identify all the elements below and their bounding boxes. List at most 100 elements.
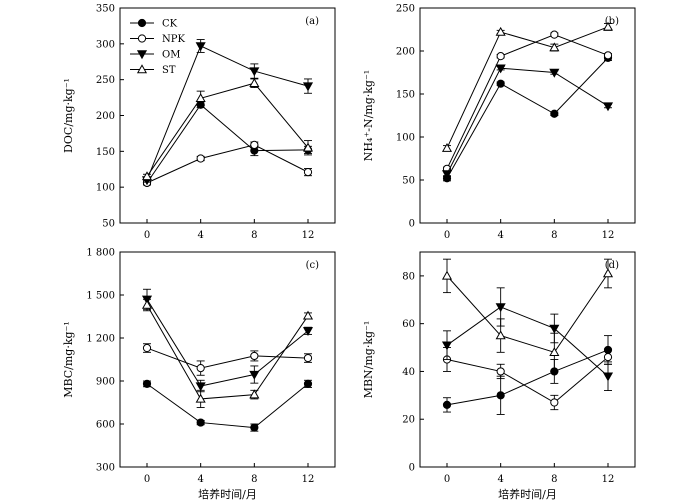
data-point (441, 142, 453, 152)
data-point (602, 102, 614, 112)
data-point (549, 347, 560, 357)
legend-marker (137, 18, 147, 28)
chart-panel-4: 0 20 40 60 80 0 4 8 12 MBN/mg·kg⁻¹ 培养时间/月 (d) (362, 251, 636, 500)
data-point (496, 391, 505, 400)
data-point (142, 379, 152, 388)
data-point (303, 379, 313, 388)
series-line (446, 57, 609, 179)
data-point (195, 393, 206, 403)
series-npk (442, 30, 613, 173)
plot-frame (419, 7, 636, 224)
y-tick-label: 40 (402, 367, 415, 378)
y-tick-label: 300 (96, 39, 115, 50)
y-tick-label: 250 (96, 75, 115, 86)
series-line (446, 26, 609, 149)
data-point (496, 52, 505, 61)
y-tick-label: 60 (402, 319, 415, 330)
series-line (446, 67, 609, 175)
y-tick-label: 200 (396, 47, 415, 58)
data-point (603, 353, 613, 362)
data-point (496, 367, 505, 376)
panel-label: (b) (605, 16, 619, 27)
data-point (495, 330, 506, 340)
series-st (441, 21, 614, 152)
x-tick-label: 8 (551, 230, 557, 241)
data-point (549, 68, 560, 78)
series-line (146, 304, 309, 400)
legend-marker (137, 34, 147, 43)
y-tick-label: 80 (402, 271, 415, 282)
x-axis-label: 培养时间/月 (198, 487, 257, 500)
series-line (146, 347, 309, 369)
x-tick-label: 12 (602, 474, 615, 485)
data-point (441, 170, 453, 180)
data-point (550, 30, 559, 39)
legend-label: OM (162, 50, 180, 61)
data-point (249, 370, 260, 380)
y-axis-label: NH₄⁺-N/mg·kg⁻¹ (362, 70, 375, 161)
data-point (302, 310, 314, 320)
x-tick-label: 4 (197, 230, 203, 241)
data-point (195, 93, 206, 102)
data-point (302, 327, 314, 337)
data-point (196, 418, 205, 427)
series-line (146, 383, 309, 429)
y-tick-label: 1 200 (86, 334, 115, 345)
series-line (146, 45, 309, 181)
data-point (549, 324, 560, 334)
data-point (603, 51, 613, 60)
legend: CK NPK OM ST (130, 18, 185, 76)
series-npk (142, 140, 313, 187)
panel-label: (c) (306, 260, 320, 271)
x-tick-label: 0 (444, 230, 450, 241)
data-point (196, 154, 205, 163)
plot-frame (419, 251, 636, 468)
x-tick-label: 4 (497, 474, 503, 485)
series-line (446, 306, 609, 377)
x-tick-label: 4 (497, 230, 503, 241)
y-tick-label: 150 (96, 147, 115, 158)
series-ck (442, 53, 613, 183)
legend-marker (136, 64, 148, 74)
legend-label: CK (162, 19, 178, 30)
series-om (141, 288, 314, 393)
y-axis-label: MBN/mg·kg⁻¹ (362, 321, 375, 399)
y-tick-label: 600 (96, 420, 115, 431)
data-point (141, 171, 153, 181)
data-point (550, 109, 559, 118)
series-line (146, 82, 309, 177)
data-point (250, 140, 259, 149)
series-om (141, 39, 314, 186)
y-axis-label: DOC/mg·kg⁻¹ (62, 78, 75, 153)
data-point (602, 21, 614, 31)
series-npk (142, 343, 313, 376)
series-line (446, 273, 609, 353)
data-point (441, 341, 453, 351)
series-line (446, 356, 609, 404)
series-ck (142, 379, 313, 432)
series-st (441, 258, 614, 372)
y-tick-label: 50 (102, 219, 115, 230)
x-tick-label: 12 (602, 230, 615, 241)
x-tick-label: 12 (302, 230, 315, 241)
panel-label: (d) (605, 260, 619, 271)
data-point (303, 353, 313, 363)
y-tick-label: 0 (409, 463, 415, 474)
x-tick-label: 8 (251, 474, 257, 485)
legend-label: NPK (162, 34, 185, 45)
data-point (441, 270, 453, 280)
y-tick-label: 350 (96, 4, 115, 15)
data-point (549, 42, 560, 52)
data-point (302, 82, 314, 92)
data-point (141, 299, 153, 309)
legend-marker (136, 50, 148, 60)
chart-panel-2: 0 50 100 150 200 250 0 4 8 12 NH₄⁺-N/mg·kg⁻¹ (b) (362, 4, 636, 241)
data-point (249, 78, 260, 87)
chart-panel-3: 300 600 900 1 200 1 500 1 800 0 4 8 12 MBC/mg·kg⁻¹… (62, 248, 336, 500)
chart-panel-1: 50 100 150 200 250 300 350 0 4 8 12 DOC/mg·kg⁻¹ (a) C… (62, 4, 336, 241)
series-st (141, 298, 314, 408)
x-tick-label: 4 (197, 474, 203, 485)
series-om (441, 64, 614, 180)
plot-frame (119, 251, 336, 468)
x-tick-label: 8 (251, 230, 257, 241)
